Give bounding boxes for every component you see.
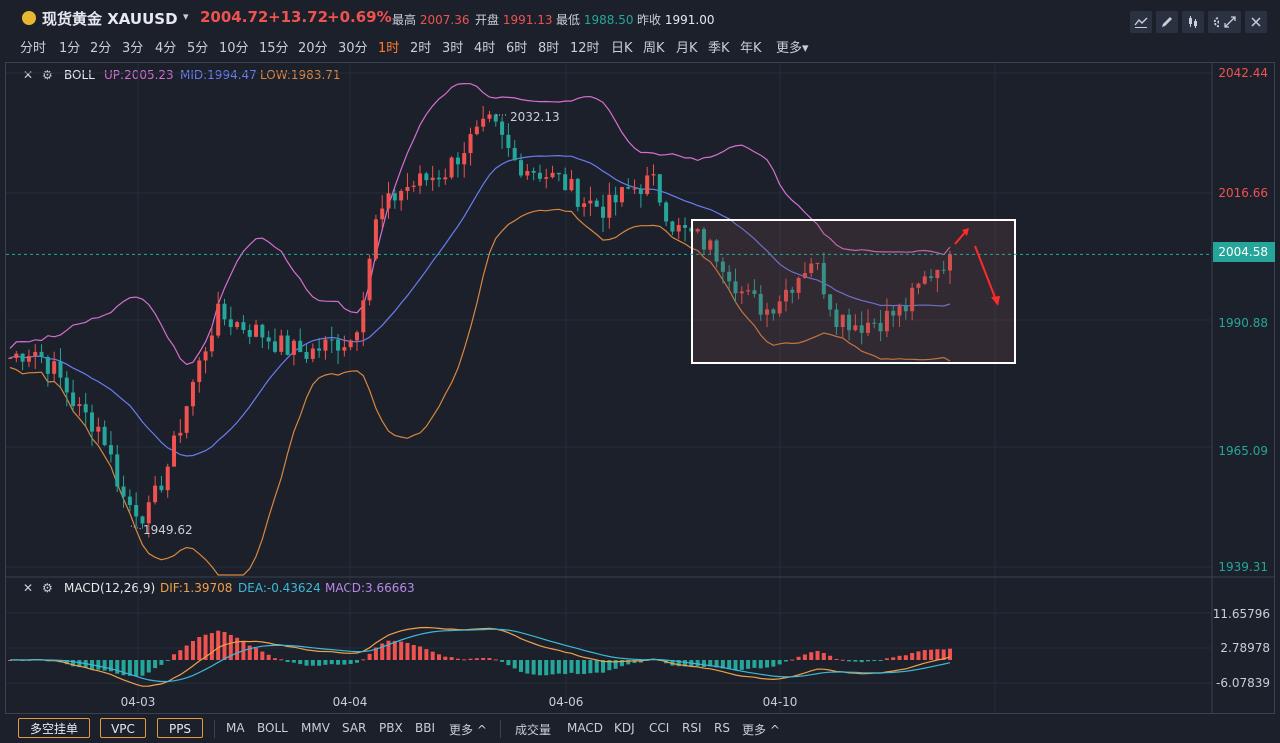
period-11[interactable]: 2时 — [410, 41, 432, 56]
sub-indicator-5[interactable]: RS — [714, 721, 730, 735]
period-22[interactable]: 更多▾ — [776, 41, 809, 56]
draw-pencil-icon[interactable] — [1156, 11, 1178, 33]
macd-dea: DEA:-0.43624 — [238, 581, 321, 595]
macd-value: MACD:3.66663 — [325, 581, 415, 595]
expand-icon[interactable] — [1219, 11, 1241, 33]
boll-close-icon[interactable]: ✕ — [23, 68, 34, 82]
long-short-orders-button[interactable]: 多空挂单 — [18, 718, 90, 738]
period-13[interactable]: 4时 — [474, 41, 496, 56]
stat-high: 最高 2007.36 — [392, 13, 470, 27]
header-bar: 现货黄金 XAUUSD ▾ 2004.72 +13.72 +0.69% 最高 2… — [0, 0, 1280, 34]
period-18[interactable]: 周K — [643, 41, 665, 56]
period-19[interactable]: 月K — [676, 41, 698, 56]
main-indicator-1[interactable]: BOLL — [257, 721, 288, 735]
boll-name[interactable]: BOLL — [64, 68, 95, 82]
main-indicator-4[interactable]: PBX — [379, 721, 403, 735]
symbol-name[interactable]: 现货黄金 XAUUSD — [42, 10, 178, 28]
main-indicator-5[interactable]: BBI — [415, 721, 436, 735]
stat-low: 最低 1988.50 — [556, 13, 634, 27]
gold-coin-icon — [22, 11, 36, 25]
pps-button[interactable]: PPS — [157, 718, 203, 738]
boll-up: UP:2005.23 — [104, 68, 174, 82]
sub-indicator-2[interactable]: KDJ — [614, 721, 635, 735]
boll-settings-icon[interactable]: ⚙ — [42, 68, 53, 82]
period-3[interactable]: 3分 — [122, 41, 144, 56]
stat-open: 开盘 1991.13 — [475, 13, 553, 27]
main-indicator-6[interactable]: 更多 ^ — [449, 723, 487, 737]
sub-indicator-4[interactable]: RSI — [682, 721, 702, 735]
period-8[interactable]: 20分 — [298, 41, 328, 56]
sub-indicator-0[interactable]: 成交量 — [515, 723, 552, 737]
period-15[interactable]: 8时 — [538, 41, 560, 56]
period-6[interactable]: 10分 — [219, 41, 249, 56]
chart-frame — [5, 62, 1275, 714]
macd-name[interactable]: MACD(12,26,9) — [64, 581, 156, 595]
candle-style-icon[interactable] — [1182, 11, 1204, 33]
divider — [214, 720, 215, 738]
price-change-pct: +0.69% — [327, 8, 392, 26]
period-5[interactable]: 5分 — [187, 41, 209, 56]
period-2[interactable]: 2分 — [90, 41, 112, 56]
main-indicator-3[interactable]: SAR — [342, 721, 367, 735]
period-4[interactable]: 4分 — [155, 41, 177, 56]
divider — [500, 720, 501, 738]
period-12[interactable]: 3时 — [442, 41, 464, 56]
close-icon[interactable] — [1245, 11, 1267, 33]
period-14[interactable]: 6时 — [506, 41, 528, 56]
macd-dif: DIF:1.39708 — [160, 581, 233, 595]
last-price: 2004.72 — [200, 8, 269, 26]
symbol-dropdown-icon[interactable]: ▾ — [183, 10, 189, 23]
period-16[interactable]: 12时 — [570, 41, 600, 56]
macd-close-icon[interactable]: ✕ — [23, 581, 34, 595]
sub-indicator-1[interactable]: MACD — [567, 721, 603, 735]
period-10[interactable]: 1时 — [378, 41, 400, 56]
stat-prev-close: 昨收 1991.00 — [637, 13, 715, 27]
period-1[interactable]: 1分 — [59, 41, 81, 56]
period-21[interactable]: 年K — [740, 41, 762, 56]
period-17[interactable]: 日K — [611, 41, 633, 56]
period-9[interactable]: 30分 — [338, 41, 368, 56]
boll-low: LOW:1983.71 — [260, 68, 341, 82]
main-indicator-0[interactable]: MA — [226, 721, 245, 735]
bottom-bar — [0, 714, 1280, 743]
period-7[interactable]: 15分 — [259, 41, 289, 56]
price-change: +13.72 — [268, 8, 329, 26]
macd-settings-icon[interactable]: ⚙ — [42, 581, 53, 595]
sub-indicator-6[interactable]: 更多 ^ — [742, 723, 780, 737]
main-indicator-2[interactable]: MMV — [301, 721, 330, 735]
vpc-button[interactable]: VPC — [100, 718, 146, 738]
period-0[interactable]: 分时 — [20, 41, 47, 56]
indicator-icon[interactable] — [1130, 11, 1152, 33]
boll-mid: MID:1994.47 — [180, 68, 257, 82]
sub-indicator-3[interactable]: CCI — [649, 721, 670, 735]
period-20[interactable]: 季K — [708, 41, 730, 56]
